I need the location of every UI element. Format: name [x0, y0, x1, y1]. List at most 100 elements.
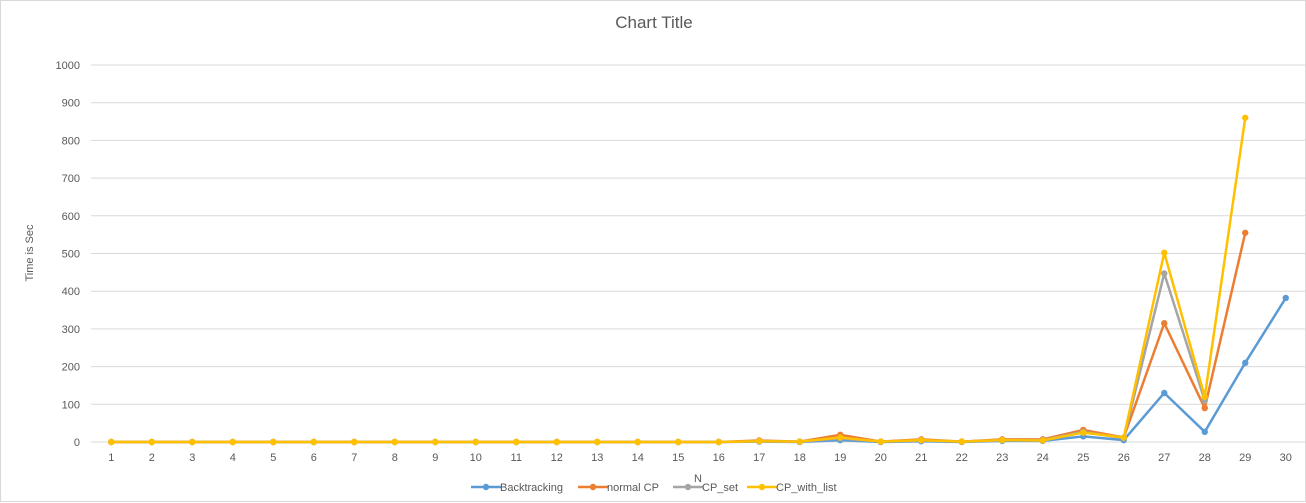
y-tick-label: 400 — [62, 286, 80, 298]
data-point — [148, 438, 155, 446]
data-point — [1161, 320, 1168, 327]
y-axis-ticks: 0 100 200 300 400 500 600 700 800 900 1000 — [56, 60, 80, 449]
y-tick-label: 800 — [62, 135, 80, 147]
y-tick-label: 700 — [62, 173, 80, 185]
x-tick-label: 15 — [672, 452, 684, 464]
x-tick-label: 13 — [591, 452, 603, 464]
data-point — [1242, 114, 1249, 121]
series-line-0 — [111, 297, 1287, 444]
x-tick-label: 28 — [1199, 452, 1211, 464]
y-tick-label: 500 — [62, 249, 80, 261]
data-point — [310, 438, 317, 446]
data-point — [229, 438, 236, 446]
x-tick-label: 10 — [470, 452, 482, 464]
x-tick-label: 9 — [432, 452, 438, 464]
y-axis-title: Time is Sec — [24, 224, 36, 282]
series-line-3 — [111, 117, 1247, 444]
series-layer — [108, 114, 1289, 446]
data-point — [1161, 270, 1168, 277]
x-tick-label: 25 — [1077, 452, 1089, 464]
legend-marker — [684, 483, 692, 491]
y-tick-label: 300 — [62, 324, 80, 336]
x-tick-label: 1 — [108, 452, 114, 464]
data-point — [513, 438, 520, 446]
y-tick-label: 1000 — [56, 60, 80, 72]
x-tick-label: 30 — [1280, 452, 1292, 464]
data-point — [1120, 434, 1127, 441]
x-tick-label: 24 — [1037, 452, 1049, 464]
legend-marker — [589, 483, 597, 491]
data-point — [1201, 428, 1208, 436]
x-tick-label: 18 — [794, 452, 806, 464]
x-tick-label: 3 — [189, 452, 195, 464]
legend-label: CP_set — [702, 482, 738, 494]
data-point — [472, 438, 479, 446]
x-tick-label: 8 — [392, 452, 398, 464]
data-point — [1242, 359, 1249, 367]
legend-label: normal CP — [607, 482, 659, 494]
x-tick-label: 11 — [511, 452, 522, 464]
legend-marker — [482, 483, 490, 491]
legend-marker — [758, 483, 766, 491]
data-point — [553, 438, 560, 446]
x-tick-label: 7 — [351, 452, 357, 464]
y-tick-label: 0 — [74, 437, 80, 449]
x-tick-label: 26 — [1118, 452, 1130, 464]
data-point — [391, 438, 398, 446]
data-point — [1161, 389, 1168, 397]
series-line-2 — [111, 272, 1206, 444]
x-tick-label: 22 — [956, 452, 968, 464]
data-point — [108, 438, 115, 446]
x-tick-label: 23 — [996, 452, 1008, 464]
data-point — [1282, 294, 1289, 302]
data-point — [189, 438, 196, 446]
x-tick-label: 4 — [230, 452, 236, 464]
x-tick-label: 27 — [1158, 452, 1170, 464]
x-tick-label: 16 — [713, 452, 725, 464]
data-point — [594, 438, 601, 446]
data-point — [756, 438, 763, 445]
x-tick-label: 6 — [311, 452, 317, 464]
x-tick-label: 19 — [834, 452, 846, 464]
data-point — [351, 438, 358, 446]
series-line-1 — [111, 232, 1247, 444]
chart-title: Chart Title — [615, 13, 692, 32]
x-axis-title: N — [694, 473, 702, 485]
data-point — [837, 434, 844, 441]
legend-label: Backtracking — [500, 482, 563, 494]
y-tick-label: 200 — [62, 362, 80, 374]
legend-label: CP_with_list — [776, 482, 837, 494]
x-tick-label: 20 — [875, 452, 887, 464]
data-point — [1201, 393, 1208, 400]
data-point — [1039, 437, 1046, 444]
x-tick-label: 2 — [149, 452, 155, 464]
gridlines — [91, 64, 1306, 443]
legend: Backtracking normal CP CP_set CP_with_list — [471, 482, 837, 494]
data-point — [715, 438, 722, 446]
data-point — [958, 438, 965, 445]
x-axis-ticks: 1 2 3 4 5 6 7 8 9 10 11 12 13 14 15 16 17 18 19 20 21 22 23 24 2… — [108, 452, 1292, 464]
data-point — [675, 438, 682, 446]
y-tick-label: 600 — [62, 211, 80, 223]
data-point — [877, 438, 884, 445]
x-tick-label: 17 — [753, 452, 765, 464]
x-tick-label: 14 — [632, 452, 644, 464]
x-tick-label: 5 — [270, 452, 276, 464]
data-point — [634, 438, 641, 446]
data-point — [999, 436, 1006, 444]
x-tick-label: 12 — [551, 452, 563, 464]
data-point — [1242, 229, 1249, 236]
data-point — [1201, 404, 1208, 412]
data-point — [1161, 249, 1168, 256]
data-point — [796, 438, 803, 445]
data-point — [270, 438, 277, 446]
data-point — [1080, 429, 1087, 436]
x-tick-label: 29 — [1239, 452, 1251, 464]
data-point — [432, 438, 439, 446]
x-tick-label: 21 — [915, 452, 927, 464]
y-tick-label: 900 — [62, 98, 80, 110]
y-tick-label: 100 — [62, 399, 80, 411]
data-point — [918, 436, 925, 444]
